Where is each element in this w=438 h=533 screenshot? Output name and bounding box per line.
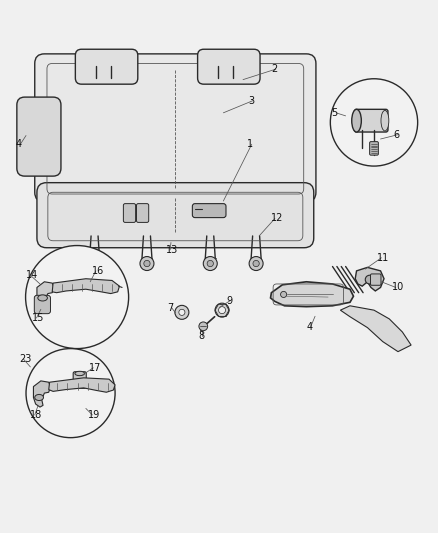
- FancyBboxPatch shape: [192, 204, 226, 217]
- Text: 14: 14: [26, 270, 38, 280]
- Circle shape: [281, 292, 287, 297]
- FancyBboxPatch shape: [124, 204, 136, 222]
- FancyBboxPatch shape: [17, 97, 61, 176]
- Polygon shape: [49, 378, 115, 392]
- Circle shape: [140, 256, 154, 271]
- FancyBboxPatch shape: [34, 295, 50, 313]
- Text: 16: 16: [92, 266, 104, 276]
- Circle shape: [144, 261, 150, 266]
- Circle shape: [215, 303, 229, 317]
- FancyBboxPatch shape: [371, 274, 381, 285]
- FancyBboxPatch shape: [137, 204, 149, 222]
- FancyBboxPatch shape: [370, 142, 378, 155]
- Circle shape: [25, 246, 129, 349]
- Text: 10: 10: [392, 282, 404, 293]
- Text: 8: 8: [198, 332, 204, 341]
- Text: 7: 7: [167, 303, 174, 313]
- Polygon shape: [271, 282, 353, 306]
- FancyBboxPatch shape: [354, 109, 388, 132]
- Circle shape: [365, 275, 374, 284]
- Circle shape: [219, 306, 226, 313]
- Text: 6: 6: [394, 130, 400, 140]
- Text: 4: 4: [16, 139, 22, 149]
- Circle shape: [199, 322, 208, 330]
- Circle shape: [92, 261, 98, 266]
- FancyBboxPatch shape: [198, 49, 260, 84]
- Circle shape: [253, 261, 259, 266]
- FancyBboxPatch shape: [73, 372, 86, 389]
- FancyBboxPatch shape: [35, 54, 316, 202]
- Polygon shape: [52, 279, 120, 294]
- Circle shape: [179, 309, 185, 316]
- Text: 5: 5: [332, 108, 338, 118]
- Text: 13: 13: [166, 245, 178, 255]
- Polygon shape: [355, 268, 384, 291]
- Circle shape: [26, 349, 115, 438]
- Ellipse shape: [75, 372, 85, 376]
- Text: 17: 17: [89, 363, 101, 373]
- Circle shape: [175, 305, 189, 319]
- Text: 9: 9: [226, 296, 232, 305]
- Text: 23: 23: [19, 354, 32, 364]
- Circle shape: [330, 79, 418, 166]
- Polygon shape: [33, 381, 50, 407]
- Ellipse shape: [352, 109, 361, 132]
- Text: 4: 4: [306, 322, 312, 332]
- FancyBboxPatch shape: [37, 183, 314, 248]
- Ellipse shape: [38, 295, 47, 301]
- Polygon shape: [37, 282, 54, 306]
- Ellipse shape: [35, 394, 43, 400]
- Polygon shape: [340, 306, 411, 352]
- Text: 11: 11: [377, 253, 389, 263]
- FancyBboxPatch shape: [75, 49, 138, 84]
- Text: 2: 2: [272, 64, 278, 74]
- Circle shape: [203, 256, 217, 271]
- Text: 12: 12: [271, 214, 283, 223]
- Ellipse shape: [381, 110, 389, 131]
- Circle shape: [207, 261, 213, 266]
- Text: 3: 3: [249, 95, 255, 106]
- Text: 19: 19: [88, 410, 100, 420]
- Circle shape: [249, 256, 263, 271]
- Text: 18: 18: [30, 410, 42, 420]
- Text: 1: 1: [247, 139, 254, 149]
- Circle shape: [88, 256, 102, 271]
- Text: 15: 15: [32, 313, 45, 323]
